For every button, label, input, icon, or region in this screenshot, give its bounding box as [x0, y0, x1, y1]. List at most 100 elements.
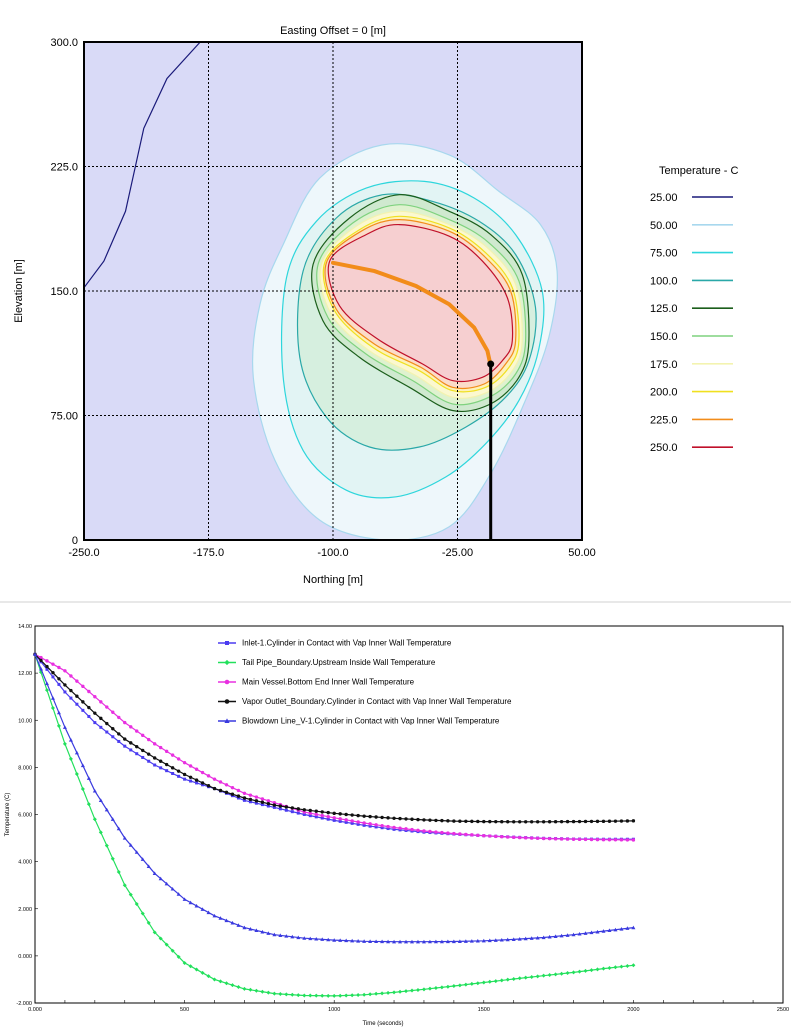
- series-marker: [176, 769, 181, 773]
- series-marker: [529, 974, 534, 979]
- series-marker: [158, 745, 163, 750]
- series-marker: [51, 662, 55, 666]
- series-marker: [182, 960, 187, 965]
- series-marker: [212, 977, 217, 982]
- contour-lines: [83, 41, 558, 541]
- series-marker: [254, 988, 259, 993]
- series-marker: [535, 820, 540, 824]
- series-marker: [308, 814, 312, 818]
- series-marker: [344, 993, 349, 998]
- series-marker: [607, 965, 612, 970]
- series-marker: [433, 939, 438, 944]
- series-marker: [386, 990, 391, 995]
- series-marker: [487, 938, 492, 943]
- series-marker: [440, 818, 444, 823]
- series-marker: [541, 836, 546, 841]
- series-marker: [577, 837, 582, 842]
- series-marker: [266, 801, 271, 806]
- series-marker: [338, 993, 343, 998]
- series-marker: [482, 819, 486, 824]
- series-marker: [547, 820, 552, 824]
- series-marker: [296, 993, 301, 998]
- series-marker: [362, 823, 366, 827]
- series-marker: [242, 796, 247, 800]
- series-marker: [416, 817, 420, 822]
- series-marker: [116, 869, 121, 874]
- series-marker: [141, 733, 145, 738]
- series-marker: [374, 939, 379, 944]
- plume-centerline: [331, 260, 493, 368]
- x-axis-label: Time (seconds): [362, 1021, 403, 1027]
- legend-label: 225.0: [650, 414, 678, 426]
- series-marker: [68, 756, 73, 761]
- series-marker: [164, 762, 169, 767]
- series-marker: [356, 939, 361, 943]
- x-tick-label: -25.00: [442, 547, 473, 559]
- series-marker: [177, 774, 181, 778]
- series-marker: [80, 763, 85, 768]
- series-marker: [164, 942, 169, 947]
- series-marker: [129, 741, 133, 745]
- series-marker: [500, 834, 504, 839]
- series-marker: [188, 964, 193, 969]
- series-marker: [338, 812, 342, 816]
- series-marker: [183, 777, 187, 781]
- series-marker: [123, 720, 127, 725]
- series-marker: [338, 938, 343, 942]
- series-marker: [74, 750, 79, 755]
- series-marker: [344, 938, 349, 943]
- series-marker: [332, 818, 336, 822]
- legend-label: 125.0: [650, 303, 678, 315]
- contour-line-100.0: [296, 193, 537, 451]
- series-marker: [344, 820, 348, 824]
- series-marker: [248, 987, 253, 992]
- series-marker: [212, 913, 217, 918]
- series-marker: [260, 929, 265, 934]
- series-marker: [188, 764, 193, 768]
- series-marker: [230, 785, 235, 790]
- series-marker: [69, 696, 73, 700]
- series-marker: [410, 817, 414, 821]
- series-marker: [356, 822, 360, 826]
- series-marker: [422, 829, 426, 833]
- series-marker: [218, 780, 223, 784]
- series-marker: [152, 756, 157, 760]
- x-tick-labels: 0.000 500 1000 1500 2000 2500: [28, 1000, 789, 1013]
- series-marker: [398, 828, 402, 832]
- series-marker: [51, 675, 55, 679]
- legend-label: Tail Pipe_Boundary.Upstream Inside Wall …: [242, 658, 436, 667]
- series-marker: [469, 939, 474, 943]
- series-marker: [469, 981, 474, 986]
- series-marker: [565, 819, 570, 824]
- series-marker: [296, 811, 300, 815]
- series-marker: [398, 939, 403, 944]
- series-marker: [338, 817, 342, 821]
- series-marker: [111, 710, 115, 714]
- series-marker: [57, 677, 61, 681]
- series-marker: [314, 815, 318, 819]
- series-marker: [266, 799, 271, 803]
- series-marker: [332, 811, 336, 816]
- series-marker: [98, 830, 103, 835]
- series-marker: [218, 916, 223, 920]
- series-marker: [523, 975, 528, 980]
- series-marker: [625, 819, 630, 823]
- series-marker: [404, 939, 409, 944]
- series-marker: [457, 983, 462, 988]
- series-marker: [583, 968, 588, 973]
- series-marker: [392, 825, 396, 830]
- series-marker: [117, 739, 121, 743]
- series-marker: [170, 886, 175, 891]
- series-marker: [415, 987, 420, 992]
- series-marker: [206, 974, 211, 979]
- series-marker: [230, 920, 235, 925]
- series-marker: [350, 993, 355, 998]
- series-marker: [368, 824, 372, 828]
- series-marker: [613, 965, 618, 970]
- series-marker: [242, 986, 247, 991]
- series-marker: [380, 823, 384, 828]
- series-marker: [374, 991, 379, 996]
- series-marker: [500, 820, 504, 824]
- plume-trajectory: [331, 260, 495, 540]
- series-marker: [39, 658, 43, 663]
